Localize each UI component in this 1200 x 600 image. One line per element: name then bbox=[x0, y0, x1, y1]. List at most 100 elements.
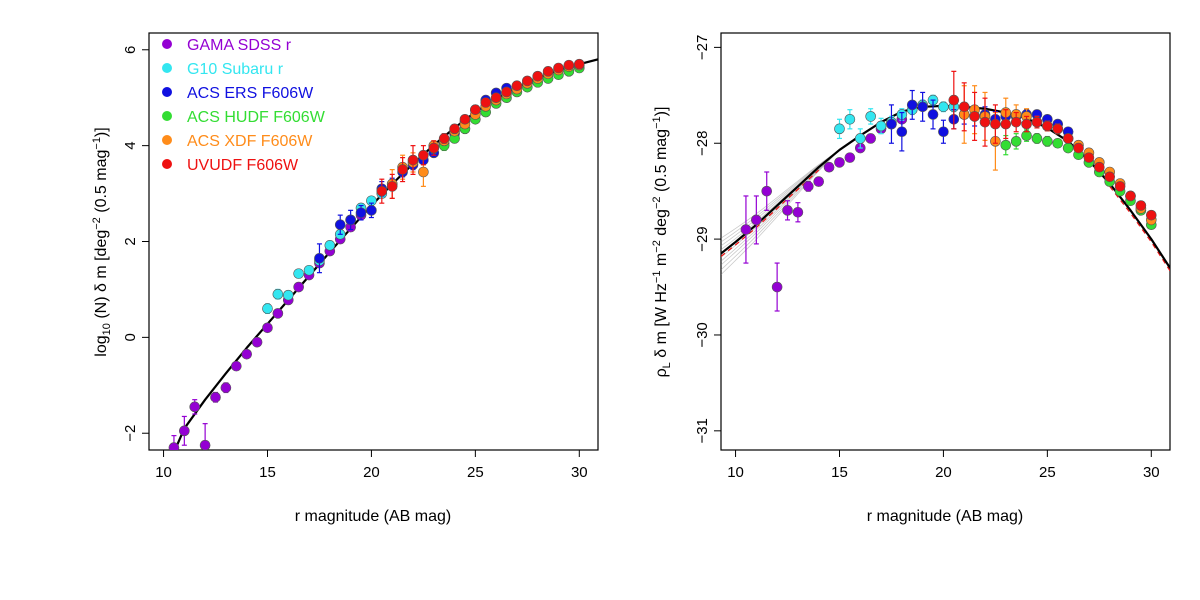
right-y-tick-label: −29 bbox=[694, 226, 711, 251]
data-point bbox=[355, 207, 367, 219]
right-x-tick-label: 25 bbox=[1039, 464, 1056, 481]
data-point bbox=[1125, 190, 1136, 202]
left-y-tick-label: 0 bbox=[122, 333, 139, 341]
data-point bbox=[792, 206, 804, 218]
left-x-axis-label: r magnitude (AB mag) bbox=[295, 508, 452, 525]
legend-marker bbox=[162, 159, 172, 169]
left-y-tick-label: 2 bbox=[122, 237, 139, 245]
legend-label: UVUDF F606W bbox=[187, 157, 299, 174]
data-point bbox=[1000, 139, 1012, 151]
data-point bbox=[418, 166, 429, 178]
data-point bbox=[1010, 136, 1022, 147]
data-point bbox=[948, 94, 960, 106]
data-point bbox=[1083, 152, 1095, 163]
data-point bbox=[1010, 116, 1022, 128]
data-point bbox=[272, 288, 284, 300]
data-point bbox=[376, 185, 388, 197]
data-point bbox=[844, 113, 856, 125]
left-y-axis-label: log10 (N) δ m [deg−2 (0.5 mag−1)] bbox=[91, 127, 113, 356]
legend-label: GAMA SDSS r bbox=[187, 37, 292, 54]
data-point bbox=[834, 123, 845, 135]
right-x-tick-label: 30 bbox=[1143, 464, 1160, 481]
data-point bbox=[428, 142, 440, 154]
right-x-tick-label: 15 bbox=[831, 464, 848, 481]
data-point bbox=[511, 80, 523, 92]
data-point bbox=[272, 308, 284, 319]
legend-marker bbox=[162, 87, 172, 97]
data-point bbox=[1000, 118, 1012, 130]
left-y-tick-label: −2 bbox=[122, 425, 139, 442]
data-point bbox=[293, 268, 304, 279]
data-point bbox=[553, 62, 564, 74]
right-panel: 10 15 20 25 30 −31 −30 −29 −28 −27 r magnitude (A… bbox=[651, 32, 1171, 525]
data-point bbox=[751, 214, 762, 226]
data-point bbox=[542, 66, 554, 77]
data-point bbox=[865, 133, 876, 144]
data-point bbox=[303, 264, 315, 276]
data-point bbox=[501, 86, 512, 98]
data-point bbox=[979, 116, 991, 128]
data-point bbox=[1145, 209, 1157, 221]
data-point bbox=[1062, 133, 1074, 144]
data-point bbox=[418, 149, 429, 161]
data-point bbox=[522, 75, 533, 87]
data-point bbox=[189, 401, 201, 413]
right-y-tick-label: −28 bbox=[694, 131, 711, 156]
right-y-axis-label: ρL δ m [W Hz−1 m−2 deg−2 (0.5 mag−1)] bbox=[651, 107, 673, 378]
data-point bbox=[938, 126, 949, 138]
data-point bbox=[573, 58, 585, 70]
left-y-tick-label: 6 bbox=[122, 46, 139, 54]
left-x-tick-label: 15 bbox=[259, 464, 276, 481]
legend-marker bbox=[162, 111, 172, 121]
right-data-points bbox=[740, 70, 1157, 312]
right-y-tick-label: −30 bbox=[694, 322, 711, 347]
data-point bbox=[563, 59, 575, 71]
data-point bbox=[990, 118, 1001, 130]
data-point bbox=[480, 97, 492, 108]
fit-uncertainty-line bbox=[721, 152, 836, 243]
data-point bbox=[241, 348, 252, 360]
data-point bbox=[834, 157, 845, 168]
data-point bbox=[958, 101, 970, 113]
data-point bbox=[282, 289, 294, 301]
data-point bbox=[1031, 133, 1043, 144]
legend-label: ACS XDF F606W bbox=[187, 133, 313, 150]
left-x-tick-label: 30 bbox=[571, 464, 588, 481]
legend-marker bbox=[162, 63, 172, 73]
data-point bbox=[1135, 200, 1147, 211]
data-point bbox=[490, 92, 502, 104]
data-point bbox=[293, 281, 304, 293]
legend-label: G10 Subaru r bbox=[187, 61, 284, 78]
data-point bbox=[251, 336, 263, 348]
data-point bbox=[865, 111, 876, 122]
data-point bbox=[1042, 136, 1053, 147]
right-x-axis-label: r magnitude (AB mag) bbox=[867, 508, 1024, 525]
right-axis-ticks: 10 15 20 25 30 −31 −30 −29 −28 −27 bbox=[694, 35, 1160, 481]
right-plot-frame bbox=[720, 32, 1171, 451]
data-point bbox=[1104, 171, 1116, 183]
data-point bbox=[803, 181, 814, 192]
data-point bbox=[823, 161, 835, 173]
left-x-tick-label: 20 bbox=[363, 464, 380, 481]
data-point bbox=[1114, 181, 1126, 192]
data-point bbox=[532, 70, 544, 82]
left-data-points bbox=[168, 58, 585, 450]
data-point bbox=[470, 104, 481, 115]
data-point bbox=[1042, 120, 1053, 132]
data-point bbox=[386, 181, 398, 192]
data-point bbox=[813, 176, 824, 187]
data-point bbox=[314, 252, 325, 264]
data-point bbox=[771, 281, 783, 293]
data-point bbox=[1052, 137, 1064, 149]
data-point bbox=[366, 205, 377, 216]
left-x-tick-label: 10 bbox=[155, 464, 172, 481]
right-x-tick-label: 20 bbox=[935, 464, 952, 481]
data-point bbox=[938, 101, 949, 113]
data-point bbox=[782, 205, 793, 216]
data-point bbox=[449, 123, 460, 135]
data-point bbox=[1062, 142, 1074, 154]
fit-uncertainty-line bbox=[721, 153, 836, 275]
data-point bbox=[407, 154, 419, 166]
left-panel: 10 15 20 25 30 −2 0 2 4 6 GAMA SDSS r G10 Subaru r… bbox=[91, 32, 599, 525]
